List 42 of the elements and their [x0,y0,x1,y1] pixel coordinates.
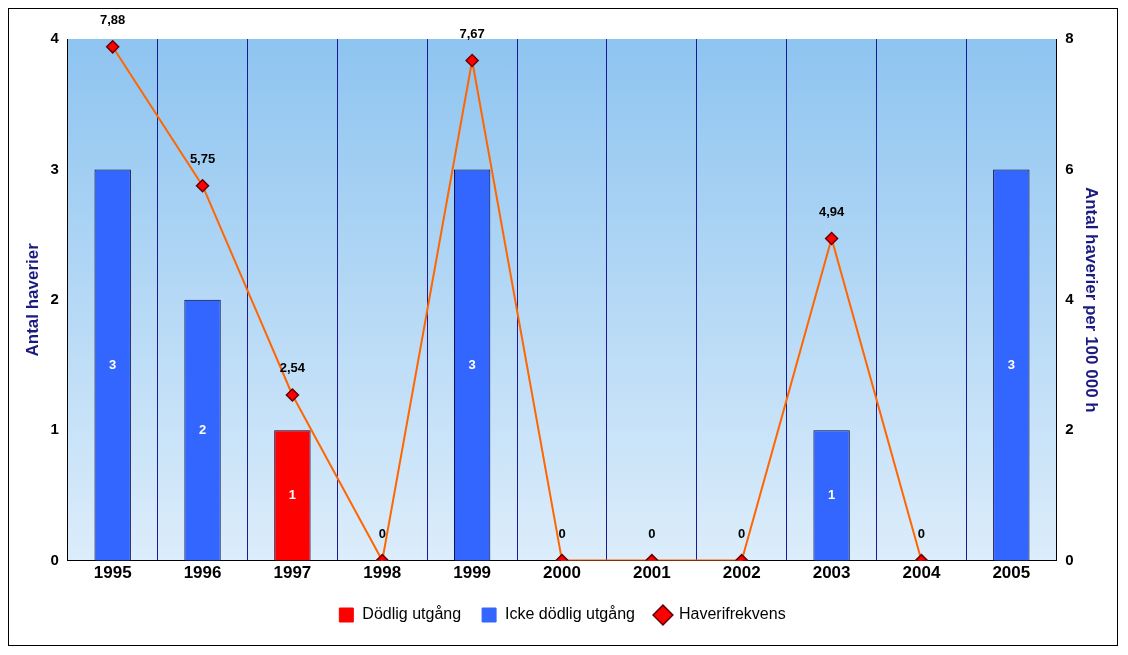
data-label: 0 [738,525,746,541]
x-tick-label: 1998 [363,563,402,583]
y2-tick-label: 8 [1065,29,1074,47]
data-label: 1 [827,486,836,502]
data-label: 0 [558,525,566,541]
y-tick-label: 0 [50,550,59,568]
y2-tick-label: 2 [1065,420,1074,438]
data-label: 2,54 [279,360,306,376]
data-label: 3 [468,356,476,372]
data-label: 1 [288,486,297,502]
y-tick-label: 3 [50,159,59,177]
legend-label: Dödlig utgång [362,605,462,623]
y-tick-label: 2 [50,289,59,307]
data-label: 5,75 [189,150,216,166]
x-tick-label: 2002 [722,563,761,583]
y2-tick-label: 6 [1065,159,1074,177]
legend-label: Icke dödlig utgång [505,605,635,623]
legend-label: Haverifrekvens [678,605,786,623]
y2-tick-label: 0 [1065,550,1074,568]
y-tick-label: 1 [50,420,59,438]
x-tick-label: 2003 [812,563,851,583]
data-label: 4,94 [818,203,846,219]
x-tick-label: 2000 [543,563,581,583]
data-label: 3 [1007,356,1015,372]
data-label: 0 [378,525,386,541]
y2-tick-label: 4 [1065,289,1075,307]
data-label: 2 [198,421,207,437]
y-axis-title: Antal haverier [22,242,42,357]
x-tick-label: 1997 [273,563,312,583]
x-tick-label: 1996 [183,563,222,583]
y-tick-label: 4 [50,29,60,47]
data-label: 7,88 [100,11,126,27]
x-tick-label: 1999 [453,563,492,583]
data-label: 0 [648,525,656,541]
x-tick-label: 1995 [93,563,132,583]
data-label: 0 [917,525,926,541]
x-tick-label: 2001 [632,563,671,583]
x-tick-label: 2004 [902,563,941,583]
data-label: 7,67 [459,25,485,41]
data-label: 3 [109,356,117,372]
y2-axis-title: Antal haverier per 100 000 h [1082,186,1102,413]
x-tick-label: 2005 [992,563,1031,583]
